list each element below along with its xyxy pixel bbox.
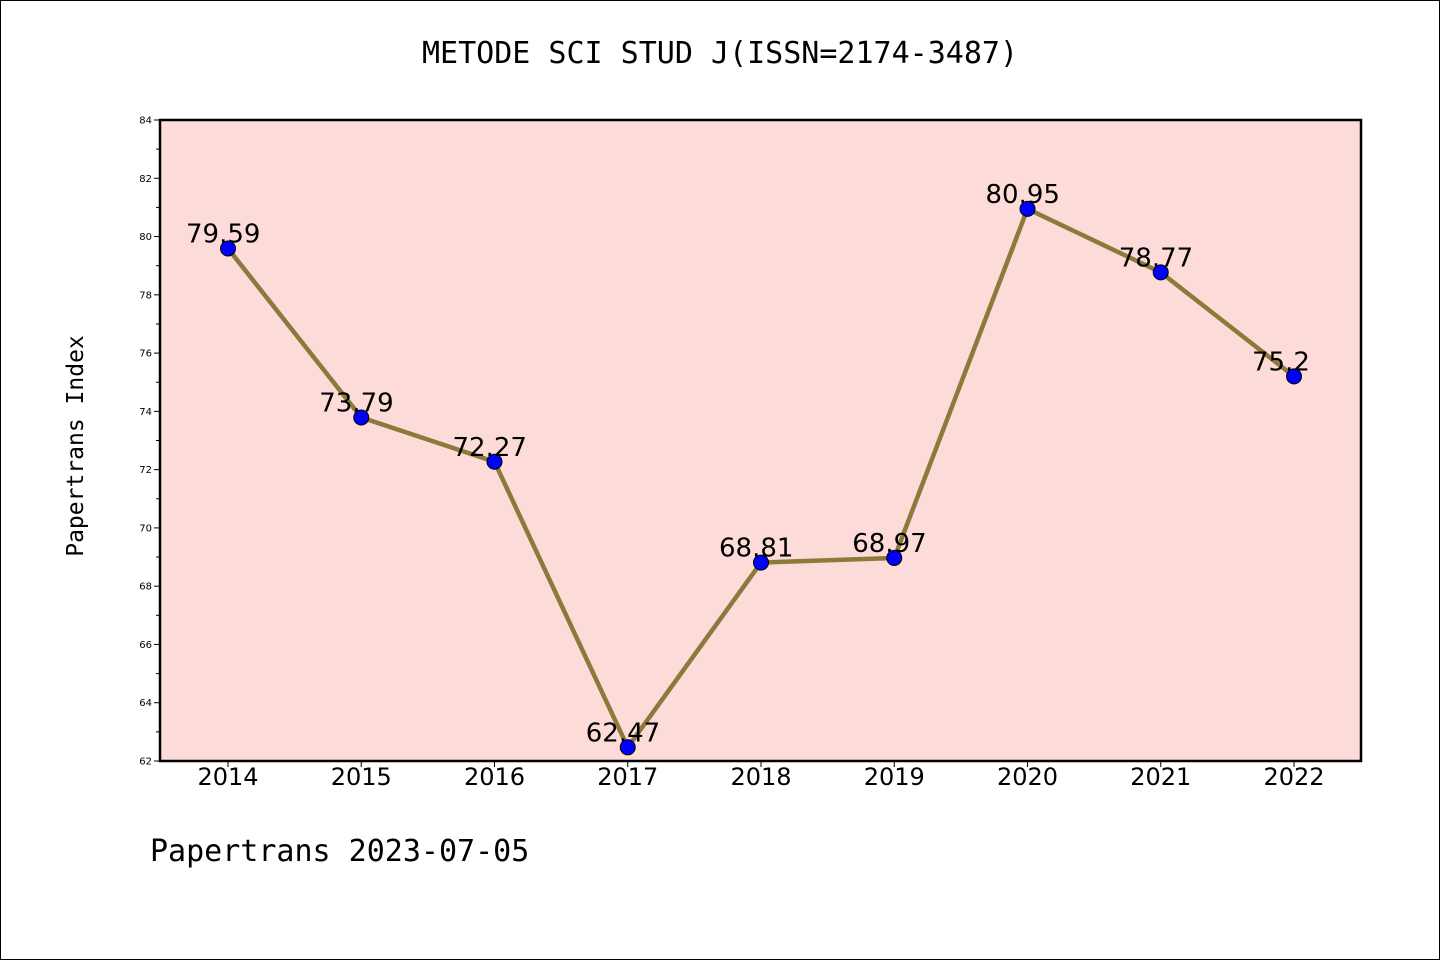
data-label: 75.2 [1252,347,1310,377]
data-point [486,453,503,470]
data-label: 68.81 [719,534,793,564]
data-label: 80.95 [986,180,1060,210]
data-label: 73.79 [319,388,393,418]
y-tick-label: 66 [139,640,152,651]
x-tick-label: 2016 [464,763,525,791]
y-tick-label: 80 [139,232,152,243]
data-point [1019,200,1036,217]
data-point [1152,264,1169,281]
y-tick-label: 62 [139,757,152,768]
data-label: 68.97 [852,529,926,559]
chart-title: METODE SCI STUD J(ISSN=2174-3487) [421,36,1019,71]
y-tick-label: 76 [139,349,152,360]
data-point [619,739,636,756]
data-point [886,549,903,566]
x-tick-label: 2022 [1263,763,1324,791]
y-tick-label: 74 [139,407,152,418]
data-point [1286,368,1302,385]
y-tick-label: 70 [139,523,152,534]
y-tick-label: 68 [139,582,152,593]
y-tick-label: 84 [139,116,152,127]
x-tick-label: 2018 [730,763,791,791]
data-label: 72.27 [453,433,527,463]
y-tick-label: 72 [139,465,152,476]
data-label: 62.47 [586,718,660,748]
data-point [753,554,769,571]
x-tick-label: 2021 [1130,763,1191,791]
x-tick-label: 2019 [864,763,925,791]
plot-area [158,118,1363,763]
y-tick-label: 78 [139,290,152,301]
x-tick-label: 2017 [597,763,658,791]
x-tick-label: 2015 [331,763,392,791]
data-point [220,240,236,257]
x-tick-label: 2014 [197,763,258,791]
footer-text: Papertrans 2023-07-05 [150,834,530,869]
y-tick-label: 82 [139,174,152,185]
x-tick-label: 2020 [997,763,1058,791]
data-point [353,409,370,426]
data-label: 79.59 [186,219,260,249]
data-label: 78.77 [1119,243,1193,273]
y-tick-label: 64 [139,698,152,709]
